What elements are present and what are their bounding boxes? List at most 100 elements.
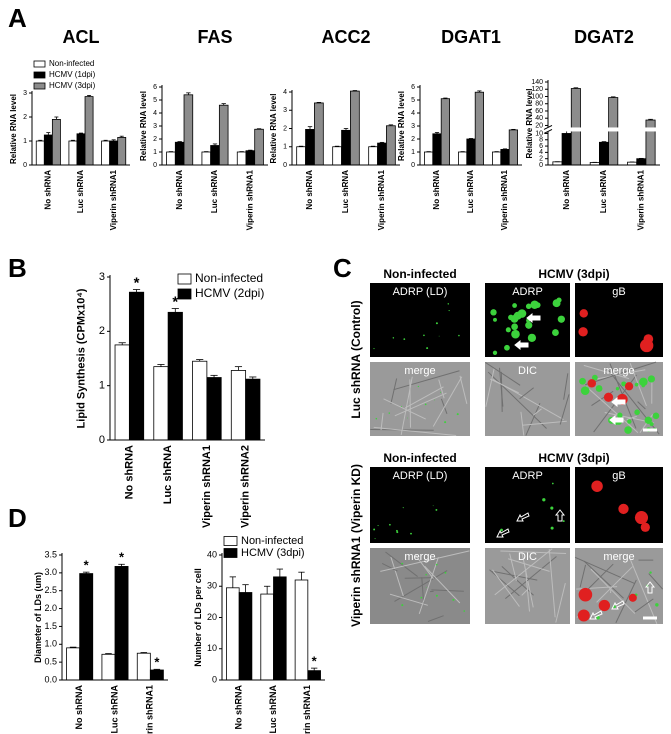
ld-signal <box>505 327 511 333</box>
ld-signal <box>420 596 423 599</box>
ld-signal <box>621 381 627 387</box>
ld-signal <box>550 506 554 510</box>
ld-signal <box>434 399 436 401</box>
cell-texture <box>373 426 457 436</box>
legend-label: Non-infected <box>49 59 94 68</box>
ld-signal <box>377 524 379 527</box>
y-tick-label: 3 <box>153 123 157 130</box>
micrograph-label: ADRP (LD) <box>393 286 448 298</box>
cell-texture <box>440 398 448 415</box>
bar <box>645 119 656 166</box>
ld-signal <box>425 587 427 588</box>
x-tick-label: Viperin shRNA1 <box>109 169 118 230</box>
bar <box>254 128 264 166</box>
cell-texture <box>459 375 468 404</box>
bar <box>149 669 164 681</box>
ld-signal <box>373 348 375 350</box>
arrow <box>516 512 530 522</box>
cell-texture <box>394 570 448 602</box>
ld-signal <box>591 374 598 381</box>
significance-mark: * <box>172 293 178 310</box>
column-header: Non-infected <box>383 451 456 465</box>
bar <box>305 129 315 166</box>
ld-signal <box>388 412 390 414</box>
bar <box>166 151 176 166</box>
cell-texture <box>548 549 556 618</box>
ld-signal <box>649 421 654 427</box>
ld-signal <box>435 322 438 325</box>
micrograph-label: merge <box>603 365 634 377</box>
bar <box>210 145 220 166</box>
x-tick-label: No shRNA <box>432 170 441 210</box>
bar <box>238 592 253 681</box>
y-tick-label: 6 <box>153 84 157 91</box>
x-tick-label: Luc shRNA <box>210 170 219 213</box>
ld-signal <box>401 405 402 407</box>
bar <box>314 102 324 166</box>
ld-signal <box>504 344 510 351</box>
y-tick-label: 10 <box>207 643 217 653</box>
ld-signal <box>456 413 459 416</box>
cell-texture <box>563 373 569 400</box>
y-tick-label: 100 <box>531 93 543 100</box>
x-tick-label: Viperin shRNA1 <box>377 169 386 230</box>
cell-texture <box>427 615 444 622</box>
bar <box>377 142 387 166</box>
y-tick-label: 5 <box>153 97 157 104</box>
y-tick-label: 6 <box>411 84 415 91</box>
y-tick-label: 3 <box>283 107 287 114</box>
ld-signal <box>425 573 427 576</box>
panel-letter: C <box>333 253 352 283</box>
column-header: HCMV (3dpi) <box>538 267 609 281</box>
significance-mark: * <box>312 654 318 669</box>
ld-signal <box>639 377 648 387</box>
y-tick-label: 8 <box>539 137 543 144</box>
ld-signal <box>493 317 497 322</box>
ld-signal <box>552 299 561 308</box>
ld-signal <box>435 594 438 597</box>
cell-texture <box>383 398 426 420</box>
y-axis-label: Number of LDs per cell <box>193 568 203 667</box>
legend-swatch <box>177 288 192 300</box>
axis-break-mark <box>543 125 553 130</box>
gb-signal <box>591 480 603 492</box>
cell-texture <box>432 376 463 427</box>
bar <box>101 140 111 166</box>
y-axis-label: Relative RNA level <box>525 89 534 159</box>
x-tick-label: No shRNA <box>234 685 244 730</box>
cell-texture <box>583 560 624 599</box>
y-tick-label: 3 <box>411 123 415 130</box>
ld-signal <box>596 616 600 620</box>
cell-texture <box>521 551 534 608</box>
cell-texture <box>424 565 461 604</box>
chart-title: FAS <box>197 27 232 47</box>
y-axis-label: Relative RNA level <box>397 91 406 161</box>
cell-texture <box>596 566 633 603</box>
y-tick-label: 0.0 <box>44 674 57 684</box>
ld-signal <box>490 309 497 316</box>
micrograph-label: gB <box>612 286 625 298</box>
bar <box>136 652 151 681</box>
bar <box>206 377 222 441</box>
y-tick-label: 40 <box>535 115 543 122</box>
bar <box>114 344 130 441</box>
y-tick-label: 2 <box>411 136 415 143</box>
ld-signal <box>649 571 652 574</box>
ld-signal <box>510 315 519 323</box>
y-tick-label: 3 <box>23 90 27 97</box>
y-tick-label: 10 <box>535 130 543 137</box>
bar <box>561 133 572 166</box>
cell-texture <box>438 379 445 399</box>
cell-texture <box>630 559 658 625</box>
y-tick-label: 6 <box>539 143 543 150</box>
y-tick-label: 3 <box>99 271 105 283</box>
y-tick-label: 40 <box>207 549 217 559</box>
arrow <box>609 414 624 426</box>
legend-swatch <box>223 536 238 546</box>
y-tick-label: 0 <box>153 162 157 169</box>
arrow <box>496 528 510 538</box>
panel-letter: B <box>8 253 27 283</box>
x-tick-label: Viperin shRNA1 <box>201 445 213 528</box>
bar <box>296 146 306 166</box>
